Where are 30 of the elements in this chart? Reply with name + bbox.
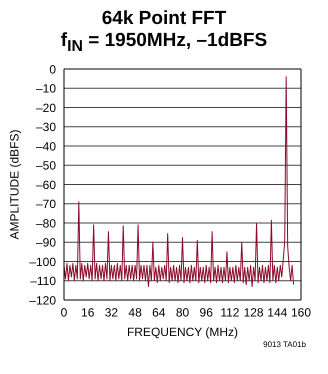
line-series [64,76,294,287]
y-tick-label: –60 [36,178,56,192]
x-tick-label: 96 [200,305,214,320]
x-tick-label: 0 [60,305,68,320]
y-axis-title: AMPLITUDE (dBFS) [7,129,22,240]
y-tick-label: –30 [36,120,56,134]
x-tick-label: 16 [81,305,95,320]
x-tick-label: 80 [176,305,190,320]
y-tick-label: –20 [36,100,56,115]
y-tick-label: –70 [36,196,56,211]
y-tick-label: –80 [36,216,56,230]
x-tick-label: 64 [152,305,166,320]
x-tick-label: 32 [104,305,118,320]
y-tick-label: –100 [29,254,56,269]
y-tick-label: –90 [36,235,56,250]
x-tick-label: 144 [267,305,288,320]
x-tick-label: 160 [290,305,312,320]
y-tick-label: –110 [30,274,56,288]
y-tick-label: –120 [29,293,56,308]
x-tick-label: 112 [220,305,240,320]
x-tick-label: 128 [244,305,264,320]
chart-title: 64k Point FFT [100,8,228,30]
text: 9013 TA01b [262,340,306,349]
x-tick-label: 48 [128,305,142,320]
y-tick-label: –10 [36,81,56,96]
y-tick-label: –40 [36,139,56,154]
chart-subtitle: f$_{IN}$ = 1950MHz, –1dBFS [60,30,268,57]
x-axis-title: FREQUENCY (MHz) [126,324,238,339]
y-tick-label: 0 [49,62,56,76]
y-tick-label: –50 [36,158,56,172]
